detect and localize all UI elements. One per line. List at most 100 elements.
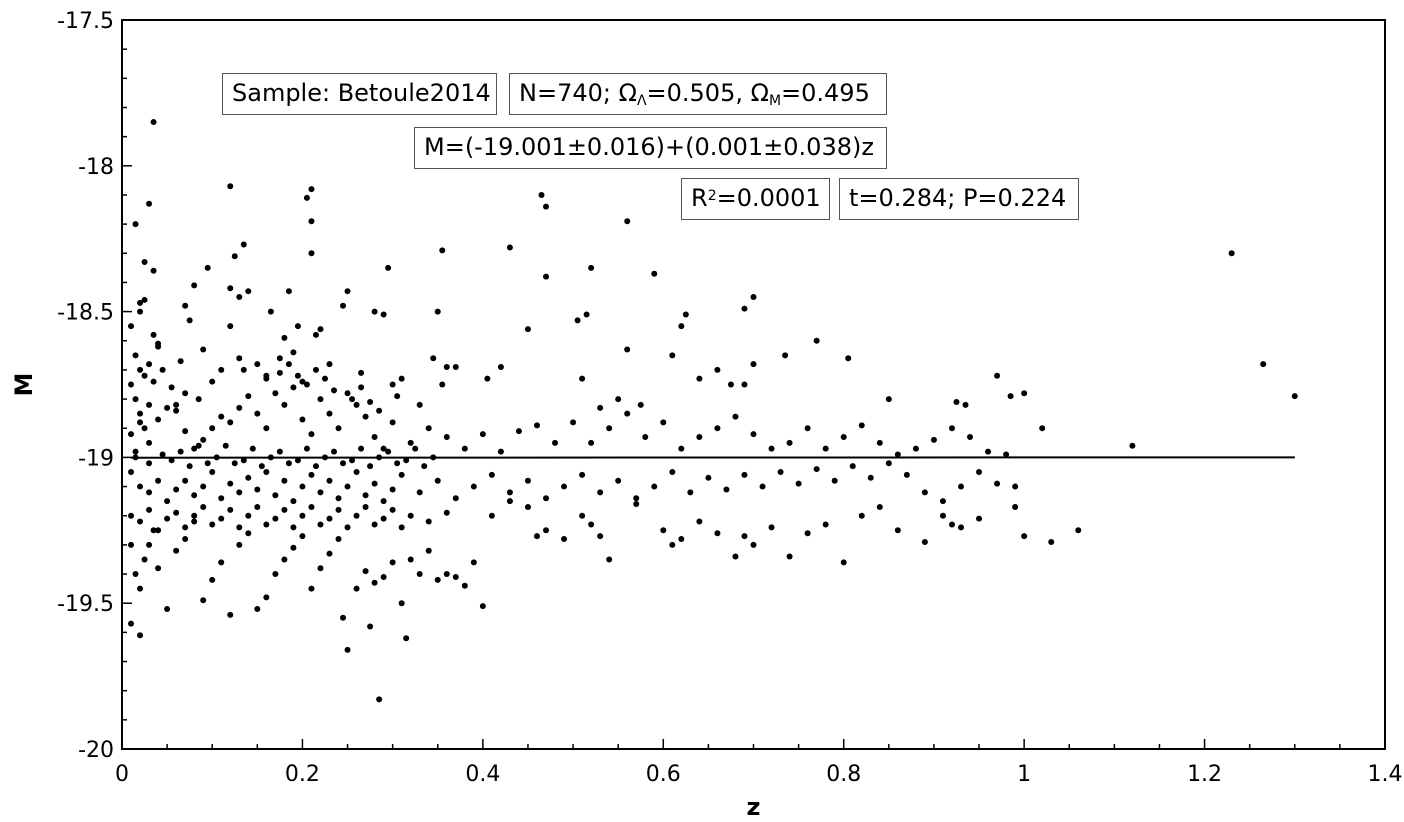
data-point [994, 480, 1001, 487]
data-point [561, 483, 568, 490]
data-point [146, 506, 153, 513]
data-point [714, 366, 721, 373]
data-point [741, 471, 748, 478]
data-point [312, 366, 319, 373]
data-point [236, 294, 243, 301]
data-point [335, 536, 342, 543]
data-point [678, 323, 685, 330]
data-point [358, 369, 365, 376]
data-point [750, 361, 757, 368]
data-point [669, 541, 676, 548]
data-point [218, 515, 225, 522]
data-point [994, 372, 1001, 379]
data-point [421, 463, 428, 470]
data-point [137, 518, 144, 525]
data-point [132, 221, 139, 228]
data-point [398, 524, 405, 531]
data-point [398, 600, 405, 607]
data-point [128, 512, 135, 519]
data-point [732, 553, 739, 560]
data-point [403, 457, 410, 464]
data-point [137, 410, 144, 417]
data-point [597, 533, 604, 540]
data-point [985, 448, 992, 455]
data-point [285, 361, 292, 368]
data-point [434, 308, 441, 315]
data-point [308, 250, 315, 257]
data-point [349, 396, 356, 403]
data-point [876, 439, 883, 446]
data-point [141, 259, 148, 266]
data-point [254, 486, 261, 493]
data-point [606, 556, 613, 563]
data-point [1039, 425, 1046, 432]
data-point [317, 326, 324, 333]
data-point [750, 541, 757, 548]
data-point [380, 445, 387, 452]
data-point [254, 503, 261, 510]
data-point [570, 419, 577, 426]
data-point [236, 355, 243, 362]
data-point [488, 471, 495, 478]
data-point [254, 410, 261, 417]
data-point [380, 311, 387, 318]
data-point [227, 183, 234, 190]
data-point [245, 474, 252, 481]
data-point [637, 401, 644, 408]
data-point [588, 264, 595, 271]
data-point [141, 556, 148, 563]
data-point [497, 448, 504, 455]
data-point [245, 393, 252, 400]
data-point [173, 401, 180, 408]
data-point [128, 431, 135, 438]
data-point [240, 457, 247, 464]
sample-annotation: Sample: Betoule2014 [222, 73, 497, 115]
data-point [331, 387, 338, 394]
data-point [159, 451, 166, 458]
x-tick-label: 1 [1017, 762, 1031, 787]
data-point [164, 498, 171, 505]
data-point [858, 512, 865, 519]
data-point [416, 571, 423, 578]
data-point [948, 521, 955, 528]
data-point [128, 381, 135, 388]
data-point [588, 521, 595, 528]
data-point [434, 477, 441, 484]
data-point [524, 326, 531, 333]
data-point [299, 416, 306, 423]
data-point [615, 477, 622, 484]
data-point [231, 460, 238, 467]
data-point [858, 422, 865, 429]
data-point [1291, 393, 1298, 400]
data-point [533, 422, 540, 429]
data-point [186, 317, 193, 324]
data-point [146, 200, 153, 207]
data-point [146, 361, 153, 368]
data-point [303, 381, 310, 388]
data-point [732, 413, 739, 420]
data-point [782, 352, 789, 359]
data-point [398, 471, 405, 478]
data-point [416, 489, 423, 496]
x-tick-label: 1.4 [1368, 762, 1403, 787]
data-point [308, 186, 315, 193]
data-point [606, 425, 613, 432]
data-point [624, 218, 631, 225]
data-point [272, 390, 279, 397]
data-point [1012, 483, 1019, 490]
data-point [597, 489, 604, 496]
data-point [750, 294, 757, 301]
data-point [326, 515, 333, 522]
data-point [227, 285, 234, 292]
data-point [236, 524, 243, 531]
data-point [173, 509, 180, 516]
data-point [182, 428, 189, 435]
data-point [335, 425, 342, 432]
data-point [290, 498, 297, 505]
data-point [344, 646, 351, 653]
data-point [132, 352, 139, 359]
data-point [276, 448, 283, 455]
data-point [294, 372, 301, 379]
data-point [759, 483, 766, 490]
data-point [407, 512, 414, 519]
